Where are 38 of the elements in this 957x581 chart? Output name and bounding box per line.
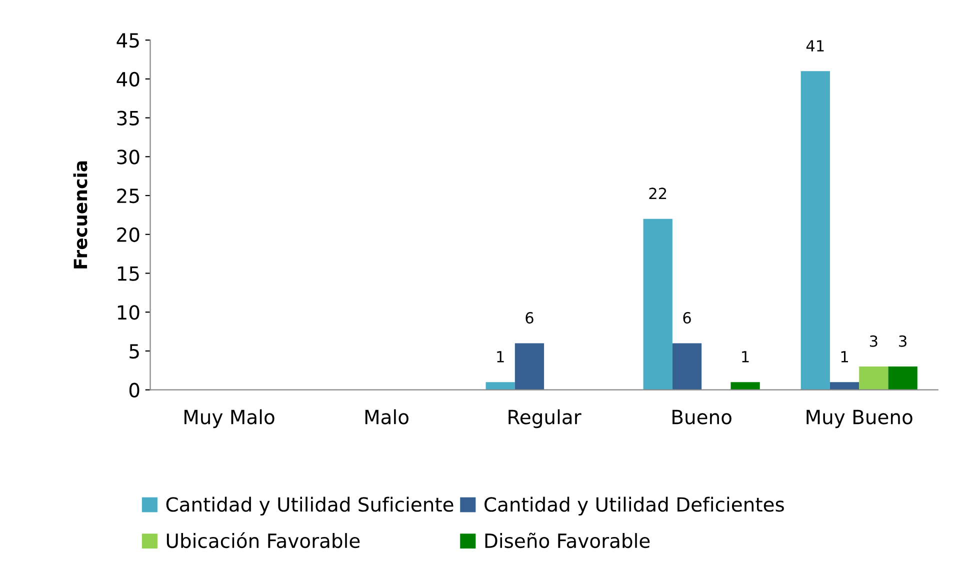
y-tick-label: 45 xyxy=(116,33,139,48)
bar xyxy=(730,382,760,390)
data-label: 41 xyxy=(806,40,824,52)
legend-label: Ubicación Favorable xyxy=(166,532,360,548)
bar xyxy=(888,366,918,390)
data-label: 3 xyxy=(899,335,906,347)
legend-label: Cantidad y Utilidad Deficientes xyxy=(484,496,784,516)
y-tick-label: 10 xyxy=(118,305,140,320)
legend-label: Cantidad y Utilidad Suficiente xyxy=(166,496,454,516)
y-tick-label: 15 xyxy=(118,266,139,281)
y-tick-label: 25 xyxy=(117,188,139,204)
x-tick-label: Muy Malo xyxy=(184,409,274,428)
y-tick-label: 30 xyxy=(117,150,140,164)
bar xyxy=(830,382,860,390)
y-tick-label: 5 xyxy=(130,344,139,359)
data-label: 1 xyxy=(841,351,848,362)
x-tick-label: Muy Bueno xyxy=(806,410,912,428)
data-label: 1 xyxy=(497,351,504,362)
data-label: 1 xyxy=(742,351,749,362)
data-label: 3 xyxy=(870,335,878,347)
x-tick-label: Malo xyxy=(365,409,408,424)
x-tick-label: Bueno xyxy=(672,410,732,424)
bar xyxy=(486,382,515,390)
y-tick-label: 40 xyxy=(116,72,140,87)
bar xyxy=(643,218,672,390)
x-tick-label: Regular xyxy=(508,409,582,428)
data-label: 6 xyxy=(683,312,691,324)
bar xyxy=(672,343,702,390)
data-label: 6 xyxy=(526,312,534,324)
legend-label: Diseño Favorable xyxy=(485,532,650,548)
y-axis-title: Frecuencia xyxy=(73,161,88,268)
bar xyxy=(514,343,544,390)
y-tick-label: 0 xyxy=(129,382,140,398)
bar xyxy=(800,71,830,390)
data-label: 22 xyxy=(649,188,666,200)
y-tick-label: 20 xyxy=(117,227,140,242)
y-tick-label: 35 xyxy=(117,110,139,126)
bar xyxy=(859,366,888,390)
